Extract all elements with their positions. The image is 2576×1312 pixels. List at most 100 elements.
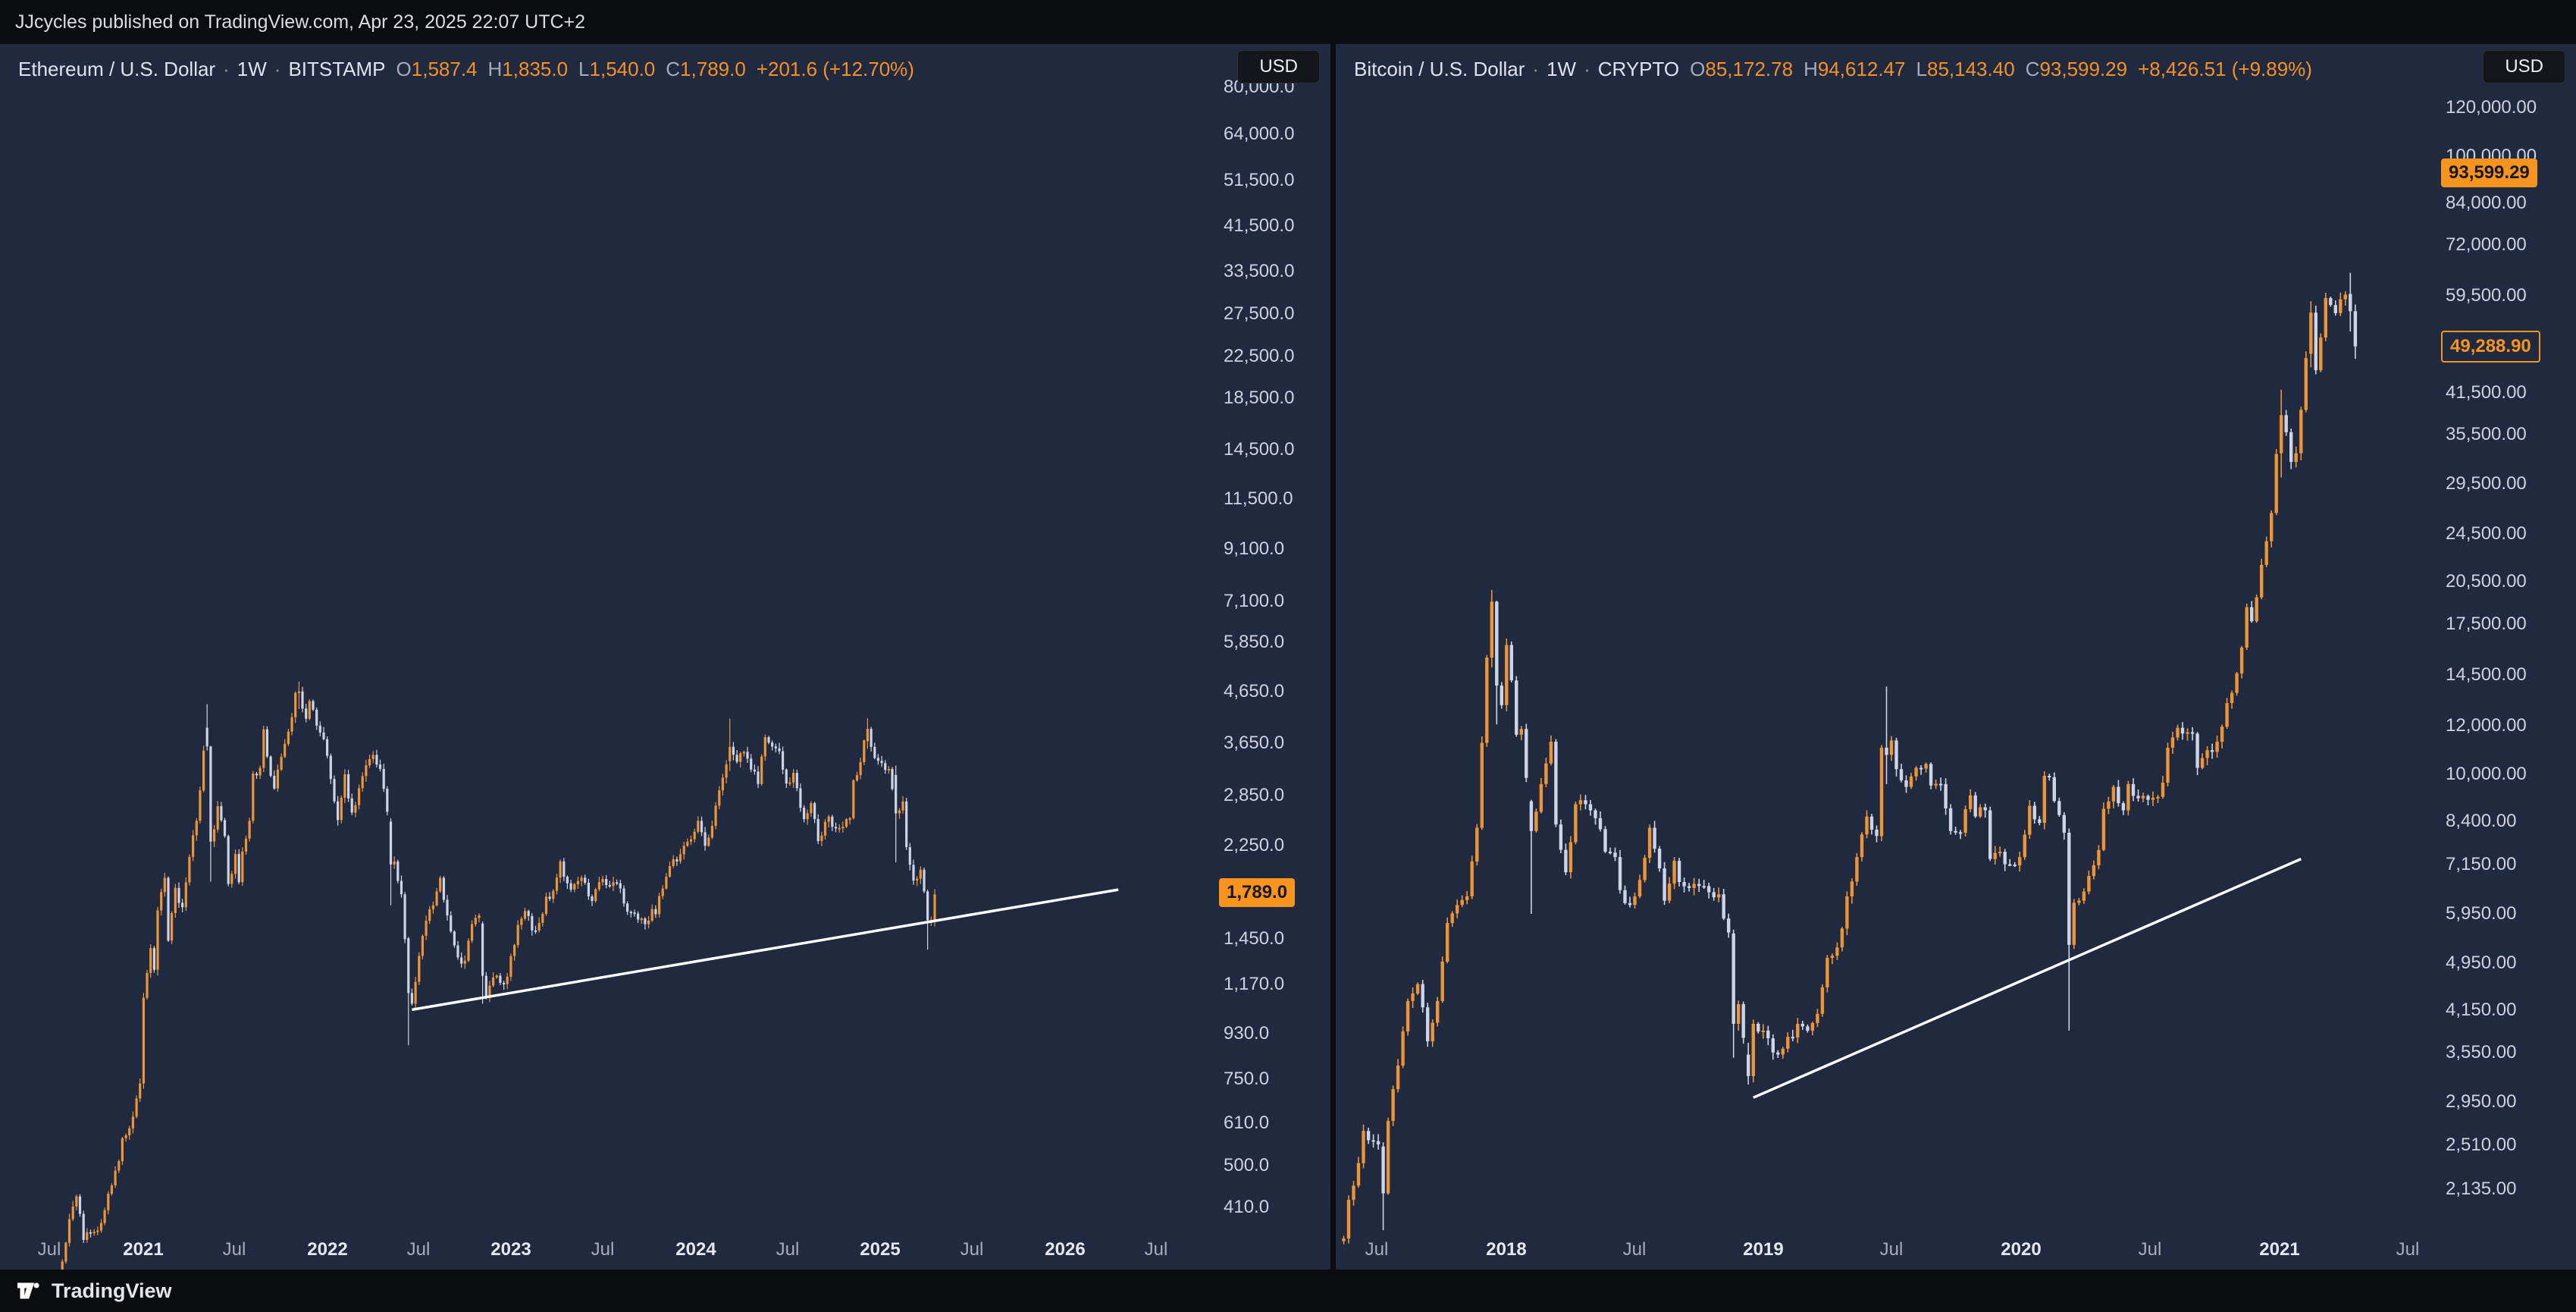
candle-body (537, 922, 541, 931)
candle-body (2339, 299, 2343, 313)
candle-body (531, 915, 534, 931)
chart-divider (1330, 44, 1336, 1270)
candle-body (675, 859, 678, 862)
candle-body (742, 752, 745, 754)
candle-body (223, 820, 227, 836)
tradingview-logo[interactable] (15, 1280, 41, 1301)
candle-body (163, 877, 166, 893)
candle-body (644, 918, 647, 924)
price-axis-label: 5,950.00 (2446, 903, 2517, 924)
candle-body (750, 758, 753, 770)
candle-body (848, 818, 851, 820)
currency-toggle-button[interactable]: USD (2483, 50, 2565, 83)
price-axis-label: 2,510.00 (2446, 1135, 2517, 1155)
candle-body (322, 732, 325, 739)
symbol-name: Bitcoin / U.S. Dollar (1354, 58, 1525, 80)
candle-body (1485, 658, 1489, 743)
separator: · (223, 58, 230, 80)
btc-chart-legend[interactable]: Bitcoin / U.S. Dollar · 1W · CRYPTO O85,172.7… (1354, 58, 2312, 81)
candle-body (1421, 984, 1424, 1008)
candle-body (774, 746, 777, 749)
btc-candlestick-chart[interactable] (1336, 44, 2576, 1270)
candle-body (329, 755, 332, 780)
candle-body (378, 764, 382, 769)
candle-body (259, 767, 262, 776)
candle-body (1816, 1013, 1819, 1024)
candle-body (1875, 829, 1879, 836)
candle-body (2284, 415, 2288, 432)
brand-name[interactable]: TradingView (52, 1279, 172, 1302)
candle-body (382, 768, 385, 789)
price-axis-label: 72,000.00 (2446, 234, 2527, 255)
candle-body (1549, 742, 1553, 764)
symbol-name: Ethereum / U.S. Dollar (18, 58, 216, 80)
candle-body (1406, 1000, 1410, 1031)
candle-body (757, 771, 760, 784)
candle-body (2343, 294, 2347, 300)
candle-body (1578, 800, 1583, 805)
candle-body (252, 774, 255, 821)
candle-body (1534, 811, 1538, 831)
candle-body (831, 816, 834, 827)
candle-body (616, 882, 619, 884)
candle-body (481, 923, 484, 976)
candle-body (820, 835, 823, 841)
candle-body (146, 972, 149, 998)
time-axis-label: 2021 (2259, 1239, 2300, 1260)
candle-body (305, 708, 308, 719)
candle-body (431, 905, 434, 909)
price-axis-label: 2,250.0 (1224, 835, 1285, 855)
candle-body (1470, 861, 1474, 896)
candle-body (2161, 783, 2165, 797)
candle-body (326, 739, 329, 756)
candle-body (912, 865, 915, 881)
candle-body (181, 902, 184, 908)
price-axis-label: 18,500.0 (1224, 388, 1295, 408)
candle-body (2136, 796, 2140, 799)
candle-body (640, 918, 643, 921)
low-label: L (1916, 58, 1927, 80)
candle-body (601, 879, 604, 883)
candle-body (633, 912, 636, 915)
candle-body (619, 883, 622, 889)
candle-body (576, 880, 579, 884)
candle-body (2250, 607, 2254, 622)
candle-body (1786, 1037, 1790, 1049)
candle-body (171, 913, 174, 941)
currency-toggle-button[interactable]: USD (1237, 50, 1320, 83)
candle-body (689, 839, 693, 842)
candle-body (347, 774, 350, 799)
candle-body (1677, 861, 1681, 882)
trendline-drawing[interactable] (1753, 857, 2302, 1099)
time-axis-label: Jul (406, 1239, 431, 1260)
price-axis-label: 51,500.0 (1224, 170, 1295, 190)
price-axis-label: 10,000.00 (2446, 764, 2527, 784)
candle-body (1371, 1140, 1375, 1142)
charts-container: Ethereum / U.S. Dollar · 1W · BITSTAMP O1,587… (0, 44, 2576, 1270)
candle-body (368, 758, 371, 766)
candle-body (1653, 827, 1656, 849)
price-axis-label: 35,500.00 (2446, 424, 2527, 444)
candle-body (435, 891, 438, 906)
candle-body (1657, 849, 1662, 868)
price-axis-label: 8,400.00 (2446, 811, 2517, 831)
candle-body (453, 931, 456, 946)
candle-body (2200, 758, 2205, 768)
candle-body (697, 821, 700, 832)
price-axis-label: 14,500.00 (2446, 664, 2527, 685)
price-axis-label: 17,500.00 (2446, 614, 2527, 634)
candle-body (584, 877, 587, 883)
eth-candlestick-chart[interactable] (0, 44, 1330, 1270)
candle-body (425, 921, 428, 936)
candle-body (2274, 454, 2278, 513)
candle-body (1757, 1024, 1760, 1032)
candle-body (488, 985, 491, 998)
candle-body (2057, 801, 2061, 815)
candle-body (838, 827, 841, 830)
price-axis-label: 29,500.00 (2446, 473, 2527, 494)
trendline-drawing[interactable] (412, 888, 1119, 1012)
candle-body (107, 1194, 110, 1210)
candle-body (1889, 740, 1894, 755)
time-axis-label: 2023 (490, 1239, 531, 1260)
eth-chart-legend[interactable]: Ethereum / U.S. Dollar · 1W · BITSTAMP O1,587… (18, 58, 914, 81)
